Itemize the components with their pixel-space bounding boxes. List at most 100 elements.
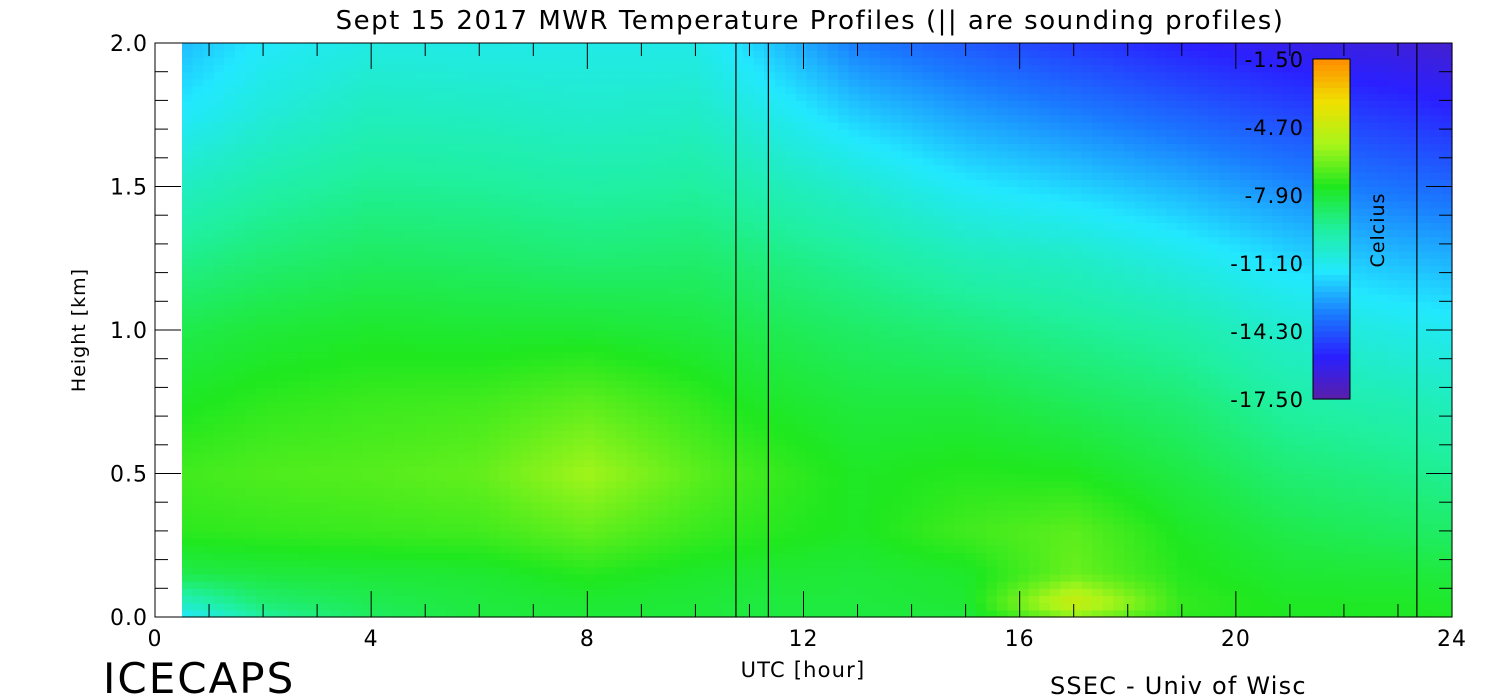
heatmap-cell: [615, 337, 628, 345]
heatmap-cell: [520, 387, 532, 396]
heatmap-cell: [224, 430, 236, 439]
heatmap-cell: [785, 487, 797, 496]
heatmap-cell: [721, 330, 733, 338]
heatmap-cell: [711, 236, 723, 245]
heatmap-cell: [213, 502, 225, 510]
heatmap-cell: [668, 86, 681, 94]
heatmap-cell: [393, 71, 405, 80]
heatmap-cell: [213, 208, 225, 216]
heatmap-cell: [817, 150, 829, 159]
heatmap-cell: [414, 57, 427, 66]
heatmap-cell: [213, 229, 225, 238]
heatmap-cell: [414, 337, 427, 345]
heatmap-cell: [615, 265, 628, 274]
heatmap-cell: [690, 93, 702, 101]
heatmap-cell: [203, 315, 215, 324]
heatmap-cell: [287, 559, 300, 568]
heatmap-cell: [668, 473, 681, 482]
heatmap-cell: [277, 71, 289, 80]
heatmap-cell: [309, 502, 321, 510]
heatmap-cell: [277, 308, 289, 317]
heatmap-cell: [679, 229, 691, 238]
heatmap-cell: [732, 444, 744, 453]
heatmap-cell: [425, 337, 437, 345]
heatmap-cell: [584, 121, 596, 130]
heatmap-cell: [478, 308, 490, 317]
heatmap-cell: [319, 509, 331, 518]
heatmap-cell: [838, 480, 850, 489]
heatmap-cell: [573, 86, 585, 94]
heatmap-cell: [658, 437, 670, 446]
heatmap-cell: [721, 423, 733, 432]
heatmap-cell: [785, 150, 797, 159]
heatmap-cell: [277, 466, 289, 475]
heatmap-cell: [245, 437, 257, 446]
heatmap-cell: [224, 129, 236, 137]
heatmap-cell: [393, 208, 405, 216]
heatmap-cell: [457, 401, 469, 410]
heatmap-cell: [340, 143, 352, 152]
heatmap-cell: [647, 172, 659, 180]
heatmap-cell: [637, 444, 649, 453]
heatmap-cell: [711, 509, 723, 518]
heatmap-cell: [563, 229, 575, 238]
heatmap-cell: [806, 229, 818, 238]
heatmap-cell: [531, 86, 543, 94]
heatmap-cell: [467, 401, 479, 410]
heatmap-cell: [192, 258, 204, 267]
heatmap-cell: [425, 451, 437, 460]
heatmap-cell: [573, 473, 585, 482]
heatmap-cell: [795, 43, 808, 51]
heatmap-cell: [425, 358, 437, 367]
heatmap-cell: [647, 444, 659, 453]
heatmap-cell: [584, 344, 596, 353]
heatmap-cell: [795, 157, 808, 166]
heatmap-cell: [594, 129, 606, 137]
heatmap-cell: [182, 265, 194, 274]
heatmap-cell: [256, 444, 268, 453]
heatmap-cell: [256, 588, 268, 597]
heatmap-cell: [753, 315, 765, 324]
heatmap-cell: [541, 215, 554, 223]
heatmap-cell: [753, 286, 765, 295]
heatmap-cell: [309, 157, 321, 166]
heatmap-cell: [658, 208, 670, 216]
heatmap-cell: [732, 265, 744, 274]
heatmap-cell: [351, 200, 363, 209]
heatmap-cell: [541, 308, 554, 317]
heatmap-cell: [287, 365, 300, 374]
heatmap-cell: [182, 451, 194, 460]
heatmap-cell: [668, 229, 681, 238]
heatmap-cell: [383, 136, 395, 145]
heatmap-cell: [626, 459, 638, 467]
heatmap-cell: [721, 609, 733, 618]
heatmap-cell: [732, 179, 744, 188]
heatmap-cell: [478, 229, 490, 238]
heatmap-cell: [700, 495, 712, 503]
heatmap-cell: [393, 451, 405, 460]
heatmap-cell: [277, 236, 289, 245]
heatmap-cell: [563, 573, 575, 582]
heatmap-cell: [605, 272, 617, 281]
heatmap-cell: [795, 451, 808, 460]
heatmap-cell: [446, 358, 458, 367]
heatmap-cell: [817, 50, 829, 58]
heatmap-cell: [277, 43, 289, 51]
heatmap-cell: [658, 416, 670, 424]
heatmap-cell: [594, 365, 606, 374]
heatmap-cell: [605, 64, 617, 73]
heatmap-cell: [711, 279, 723, 288]
heatmap-cell: [690, 444, 702, 453]
heatmap-cell: [436, 538, 448, 546]
heatmap-cell: [213, 100, 225, 109]
heatmap-cell: [245, 545, 257, 554]
heatmap-cell: [488, 164, 501, 173]
heatmap-cell: [753, 495, 765, 503]
heatmap-cell: [732, 286, 744, 295]
heatmap-cell: [637, 380, 649, 388]
heatmap-cell: [541, 43, 554, 51]
heatmap-cell: [404, 57, 416, 66]
heatmap-cell: [827, 344, 839, 353]
heatmap-cell: [806, 545, 818, 554]
heatmap-cell: [446, 150, 458, 159]
